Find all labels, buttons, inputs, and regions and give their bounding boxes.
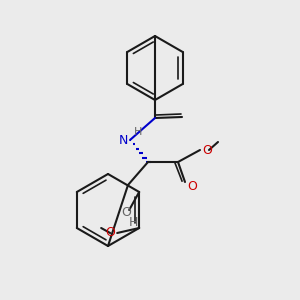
Text: H: H bbox=[128, 215, 138, 229]
Text: O: O bbox=[202, 143, 212, 157]
Text: O: O bbox=[105, 226, 115, 239]
Text: O: O bbox=[121, 206, 131, 218]
Text: N: N bbox=[118, 134, 128, 148]
Text: H: H bbox=[134, 127, 142, 137]
Text: O: O bbox=[187, 181, 197, 194]
